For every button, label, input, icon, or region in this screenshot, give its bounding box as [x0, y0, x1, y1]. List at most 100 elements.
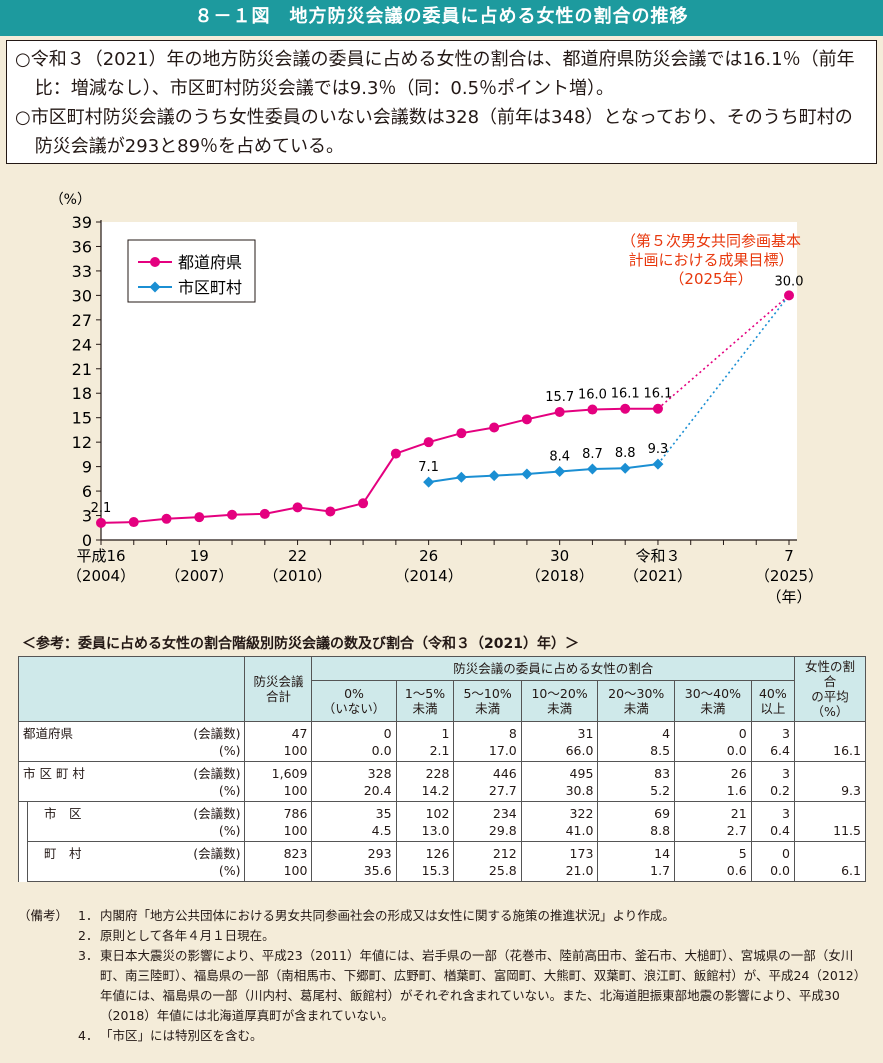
data-point [489, 422, 500, 433]
summary-line-1: ○令和３（2021）年の地方防災会議の委員に占める女性の割合は、都道府県防災会議… [15, 49, 855, 99]
x-tick-label: 令和３ [635, 547, 680, 565]
data-label: 16.1 [643, 387, 672, 402]
header-total: 防災会議 合計 [244, 656, 313, 722]
data-point [455, 471, 467, 483]
data-label: 9.3 [648, 442, 669, 457]
note-item: 3． 東日本大震災の影響により、平成23（2011）年値には、岩手県の一部（花巻市… [78, 948, 867, 1023]
x-tick-label-year: （2007） [165, 567, 233, 585]
table-cell: 4 8.5 [597, 721, 676, 762]
data-label: 8.7 [582, 447, 603, 462]
indent-cell [18, 841, 28, 882]
table-row: 町 村 (会議数) (%) 823 100 293 35.6 126 15.3 212 25.8 17… [18, 841, 866, 882]
data-point [554, 406, 565, 417]
data-label: 15.7 [545, 390, 574, 405]
data-point [423, 476, 435, 488]
column-header: 40% 以上 [750, 679, 796, 723]
x-tick-label: 平成16 [76, 547, 125, 565]
table-row: 市 区 町 村 (会議数) (%) 1,609 100 328 20.4 228 14.2 446… [17, 761, 866, 802]
table-cell: 786 100 [244, 801, 313, 842]
table-row: 市 区 (会議数) (%) 786 100 35 4.5 102 13.0 234 29.8 322 4… [18, 801, 866, 842]
data-point [128, 517, 139, 528]
data-label: 2.1 [91, 501, 112, 516]
table-cell: 3 0.4 [750, 801, 796, 842]
table-cell: 823 100 [244, 841, 313, 882]
x-axis-unit: （年） [766, 588, 811, 606]
figure-title: ８－１図 地方防災会議の委員に占める女性の割合の推移 [0, 0, 883, 36]
table-cell: 31 66.0 [520, 721, 599, 762]
table-cell: 322 41.0 [520, 801, 599, 842]
row-label: 市 区 町 村 (会議数) (%) [17, 761, 246, 802]
table-cell: 1,609 100 [244, 761, 313, 802]
table-cell: 446 27.7 [453, 761, 522, 802]
x-tick-label: 30 [550, 547, 569, 565]
table-cell: 26 1.6 [674, 761, 752, 802]
data-point [259, 508, 270, 519]
y-tick-label: 0 [82, 531, 92, 550]
table-cell: 234 29.8 [453, 801, 522, 842]
data-point [554, 466, 566, 478]
column-header: 20～30% 未満 [597, 679, 676, 723]
target-annotation: （第５次男女共同参画基本 [621, 232, 801, 250]
table-cell-average: 11.5 [794, 801, 866, 842]
y-tick-label: 39 [72, 213, 92, 232]
table-cell: 8 17.0 [453, 721, 522, 762]
data-label: 7.1 [418, 460, 439, 475]
chart-svg: 036912151821242730333639（%）平成16（2004）19（… [50, 192, 823, 606]
table-cell: 102 13.0 [395, 801, 455, 842]
data-point [620, 403, 631, 414]
data-point [619, 462, 631, 474]
column-header: 5～10% 未満 [453, 679, 522, 723]
data-point [390, 448, 401, 459]
header-avg: 女性の割合 の平均 （%） [794, 656, 866, 722]
legend-box [127, 239, 256, 303]
x-tick-label-year: （2021） [624, 567, 692, 585]
note-item: 2． 原則として各年４月１日現在。 [78, 928, 275, 943]
target-projection-line [657, 294, 790, 410]
table-cell: 35 4.5 [311, 801, 397, 842]
data-point [587, 404, 598, 415]
table-cell: 47 100 [244, 721, 313, 762]
table-cell: 83 5.2 [597, 761, 676, 802]
x-tick-label-year: （2010） [263, 567, 331, 585]
column-header: 1～5% 未満 [395, 679, 455, 723]
note-item: （備考） 1． 内閣府「地方公共団体における男女共同参画社会の形成又は女性に関する施… [18, 908, 675, 923]
table-cell: 3 0.2 [750, 761, 796, 802]
table-cell: 0 0.0 [750, 841, 796, 882]
row-label: 市 区 (会議数) (%) [26, 801, 246, 842]
data-point [325, 506, 336, 517]
x-tick-label: 7 [784, 547, 794, 565]
table-cell-average: 9.3 [794, 761, 866, 802]
y-tick-label: 24 [72, 335, 92, 354]
table-row: 都道府県 (会議数) (%) 47 100 0 0.0 1 2.1 8 17.0 31 66.0 4 8.5… [17, 721, 866, 762]
y-tick-label: 30 [72, 286, 92, 305]
y-tick-label: 6 [82, 482, 92, 501]
data-point [521, 468, 533, 480]
y-axis-unit: （%） [50, 192, 91, 208]
x-tick-label: 22 [288, 547, 307, 565]
target-annotation: 計画における成果目標） [628, 251, 793, 269]
data-point [161, 513, 172, 524]
y-tick-label: 36 [72, 237, 92, 256]
column-header: 30～40% 未満 [674, 679, 752, 723]
legend-marker [150, 257, 160, 267]
line-chart: 0 3 6 9 12 15 18 21 24 27 30 33 36 39 （%） 平成16 （2004） 19 （… [0, 170, 883, 615]
x-tick-label: 19 [190, 547, 209, 565]
y-tick-label: 21 [72, 360, 92, 379]
table-cell: 69 8.8 [597, 801, 676, 842]
table-cell: 212 25.8 [453, 841, 522, 882]
table-cell-average: 16.1 [794, 721, 866, 762]
data-point [488, 470, 500, 482]
x-tick-label: 26 [419, 547, 438, 565]
row-label: 都道府県 (会議数) (%) [17, 721, 246, 762]
data-label: 8.8 [615, 446, 636, 461]
column-header: 10～20% 未満 [520, 679, 599, 723]
table-cell: 126 15.3 [395, 841, 455, 882]
y-tick-label: 27 [72, 311, 92, 330]
reference-table: 防災会議 合計 防災会議の委員に占める女性の割合 女性の割合 の平均 （%） 0% （い… [17, 656, 866, 882]
data-point [227, 509, 238, 520]
data-label: 16.0 [578, 388, 607, 403]
data-point [423, 437, 434, 448]
notes: （備考） 1． 内閣府「地方公共団体における男女共同参画社会の形成又は女性に関する施… [18, 906, 868, 1046]
indent-cell [18, 801, 28, 842]
y-tick-label: 12 [72, 433, 92, 452]
